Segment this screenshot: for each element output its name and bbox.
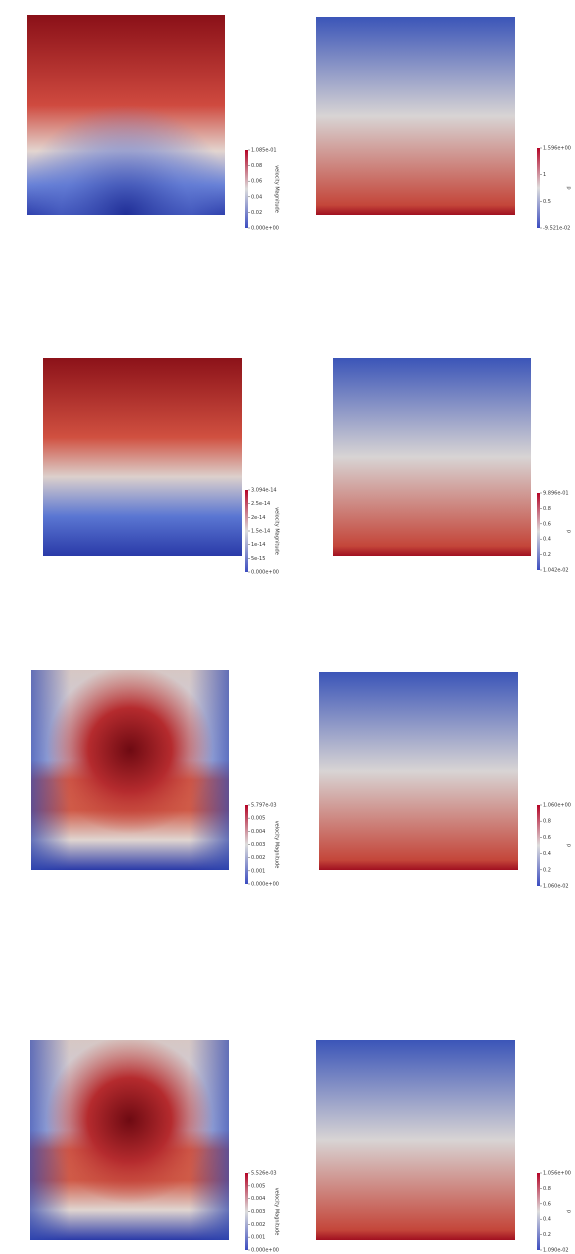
colorbar-label: 0.002	[251, 855, 265, 861]
colorbar-label: 0.000e+00	[251, 226, 279, 232]
colorbar-label: 0.004	[251, 1196, 265, 1202]
colorbar-label: 9.896e-01	[543, 491, 569, 497]
colorbar-label: 0.004	[251, 829, 265, 835]
colorbar	[245, 805, 248, 884]
colorbar-title: velocity Magnitude	[274, 165, 280, 213]
colorbar-label: 0.02	[251, 210, 262, 216]
field-plot	[316, 1040, 515, 1240]
colorbar-label: 1.596e+00	[543, 146, 571, 152]
colorbar-label: 0.04	[251, 194, 262, 200]
colorbar-label: -9.521e-02	[543, 226, 570, 232]
colorbar-title: velocity Magnitude	[274, 1188, 280, 1236]
colorbar-label: 0.003	[251, 1209, 265, 1215]
colorbar-label: 0.2	[543, 552, 551, 558]
panel: 5.797e-03 0.005 0.004 0.003 0.002 0.001 0.000e…	[31, 670, 280, 888]
colorbar-label: 1.042e-02	[543, 568, 569, 574]
colorbar	[537, 493, 540, 570]
colorbar-title: p	[566, 1210, 572, 1213]
colorbar-title: p	[566, 186, 572, 189]
colorbar-label: 0.005	[251, 1183, 265, 1189]
colorbar-label: 0.08	[251, 163, 262, 169]
colorbar-label: 5e-15	[251, 556, 265, 562]
colorbar	[537, 1173, 540, 1250]
colorbar-label: 0.6	[543, 1201, 551, 1207]
field-plot	[27, 15, 225, 215]
colorbar-label: 2e-14	[251, 515, 265, 521]
colorbar-label: 0.001	[251, 868, 265, 874]
colorbar-label: 0.000e+00	[251, 1248, 279, 1254]
colorbar-label: 0.4	[543, 537, 551, 543]
colorbar-label: 0.8	[543, 819, 551, 825]
field-plot	[316, 17, 515, 215]
panel: 1.056e+00 0.8 0.6 0.4 0.2 1.090e-02 p	[316, 1040, 572, 1254]
panel: 1.085e-01 0.08 0.06 0.04 0.02 0.000e+00 veloci…	[27, 15, 280, 232]
colorbar	[537, 148, 540, 228]
colorbar-label: 0.8	[543, 506, 551, 512]
colorbar-label: 0.2	[543, 1232, 551, 1238]
colorbar-title: p	[566, 844, 572, 847]
colorbar-label: 0.002	[251, 1222, 265, 1228]
colorbar-label: 0.005	[251, 816, 265, 822]
colorbar-label: 0.4	[543, 851, 551, 857]
colorbar	[245, 490, 248, 572]
colorbar	[537, 805, 540, 886]
colorbar-label: 1.060e-02	[543, 884, 569, 890]
colorbar-label: 0.2	[543, 867, 551, 873]
panel: 1.060e+00 0.8 0.6 0.4 0.2 1.060e-02 p	[319, 672, 572, 890]
colorbar-label: 3.094e-14	[251, 488, 277, 494]
colorbar-label: 0.000e+00	[251, 882, 279, 888]
colorbar-label: 0.000e+00	[251, 570, 279, 576]
field-plot	[319, 672, 518, 870]
panel: 1.596e+00 1 0.5 -9.521e-02 p	[316, 17, 572, 232]
colorbar-label: 1	[543, 172, 546, 178]
colorbar-label: 0.6	[543, 521, 551, 527]
field-plot	[30, 1040, 229, 1240]
panel: 5.526e-03 0.005 0.004 0.003 0.002 0.001 0.000e…	[30, 1040, 280, 1254]
colorbar-title: velocity Magnitude	[274, 821, 280, 869]
panel: 9.896e-01 0.8 0.6 0.4 0.2 1.042e-02 p	[333, 358, 572, 574]
colorbar-label: 0.06	[251, 179, 262, 185]
colorbar-label: 0.6	[543, 835, 551, 841]
colorbar-title: velocity Magnitude	[274, 507, 280, 555]
colorbar-label: 1.060e+00	[543, 803, 571, 809]
field-plot	[333, 358, 531, 556]
colorbar-label: 1.090e-02	[543, 1248, 569, 1254]
colorbar-label: 0.8	[543, 1186, 551, 1192]
colorbar	[245, 150, 248, 228]
panel: 3.094e-14 2.5e-14 2e-14 1.5e-14 1e-14 5e-15 0.…	[43, 358, 280, 576]
field-plot	[31, 670, 229, 870]
colorbar-label: 0.003	[251, 842, 265, 848]
colorbar-label: 0.4	[543, 1217, 551, 1223]
colorbar-label: 2.5e-14	[251, 501, 270, 507]
colorbar-label: 0.5	[543, 199, 551, 205]
colorbar-label: 1e-14	[251, 542, 265, 548]
colorbar-title: p	[566, 530, 572, 533]
colorbar-label: 0.001	[251, 1235, 265, 1241]
colorbar-label: 1.056e+00	[543, 1171, 571, 1177]
colorbar-label: 5.797e-03	[251, 803, 277, 809]
colorbar-label: 1.5e-14	[251, 529, 270, 535]
colorbar-label: 5.526e-03	[251, 1171, 277, 1177]
colorbar-label: 1.085e-01	[251, 148, 277, 154]
field-plot	[43, 358, 242, 556]
colorbar	[245, 1173, 248, 1250]
